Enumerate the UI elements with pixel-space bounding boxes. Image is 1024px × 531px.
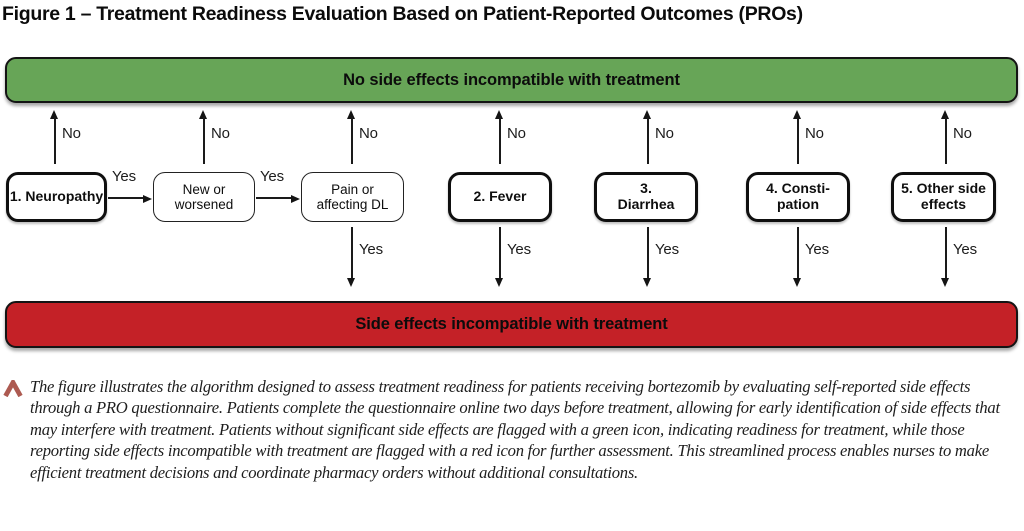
- flow-box-other-side-effects: 5. Other side effects: [891, 172, 996, 222]
- yes-arrow-neuropathy-to-new: Yes: [108, 168, 152, 203]
- outcome-bar-negative: Side effects incompatible with treatment: [5, 301, 1018, 348]
- no-arrow-fever: No: [495, 110, 526, 168]
- arrow-up-icon: [793, 110, 802, 119]
- no-label: No: [655, 125, 674, 142]
- arrow-down-icon: [347, 278, 356, 287]
- yes-label: Yes: [953, 241, 977, 258]
- arrow-up-icon: [643, 110, 652, 119]
- yes-label: Yes: [260, 168, 284, 185]
- no-arrow-constipation: No: [793, 110, 824, 168]
- no-arrow-other: No: [941, 110, 972, 168]
- yes-arrow-new-to-pain: Yes: [256, 168, 300, 203]
- figure-title: Figure 1 – Treatment Readiness Evaluatio…: [2, 3, 803, 25]
- no-label: No: [211, 125, 230, 142]
- yes-label: Yes: [805, 241, 829, 258]
- caption-text: The figure illustrates the algorithm des…: [30, 377, 1000, 482]
- arrow-down-icon: [495, 278, 504, 287]
- no-arrow-neuropathy: No: [50, 110, 81, 168]
- yes-label: Yes: [655, 241, 679, 258]
- arrow-down-icon: [643, 278, 652, 287]
- yes-arrow-other: Yes: [941, 227, 977, 287]
- flow-box-constipation: 4. Consti- pation: [746, 172, 850, 222]
- flow-box-neuropathy: 1. Neuropathy: [6, 172, 107, 222]
- arrow-up-icon: [941, 110, 950, 119]
- no-label: No: [953, 125, 972, 142]
- arrow-up-icon: [199, 110, 208, 119]
- yes-arrow-fever: Yes: [495, 227, 531, 287]
- no-label: No: [805, 125, 824, 142]
- flow-box-new-or-worsened: New or worsened: [153, 172, 255, 222]
- arrow-down-icon: [941, 278, 950, 287]
- yes-arrow-constipation: Yes: [793, 227, 829, 287]
- no-arrow-diarrhea: No: [643, 110, 674, 168]
- flow-box-fever: 2. Fever: [448, 172, 552, 222]
- no-label: No: [359, 125, 378, 142]
- caret-up-icon: [3, 380, 23, 397]
- yes-arrow-diarrhea: Yes: [643, 227, 679, 287]
- yes-label: Yes: [112, 168, 136, 185]
- yes-arrow-pain: Yes: [347, 227, 383, 287]
- arrow-right-icon: [291, 194, 300, 203]
- outcome-bar-positive-label: No side effects incompatible with treatm…: [343, 70, 680, 89]
- outcome-bar-negative-label: Side effects incompatible with treatment: [355, 315, 668, 333]
- arrow-down-icon: [793, 278, 802, 287]
- flow-box-diarrhea: 3. Diarrhea: [594, 172, 698, 222]
- figure-caption: The figure illustrates the algorithm des…: [3, 376, 1017, 483]
- flow-box-pain-affecting-dl: Pain or affecting DL: [301, 172, 404, 222]
- yes-label: Yes: [507, 241, 531, 258]
- no-arrow-pain: No: [347, 110, 378, 168]
- arrow-up-icon: [50, 110, 59, 119]
- yes-label: Yes: [359, 241, 383, 258]
- no-label: No: [507, 125, 526, 142]
- arrow-right-icon: [143, 194, 152, 203]
- no-arrow-new-or-worsened: No: [199, 110, 230, 168]
- outcome-bar-positive: No side effects incompatible with treatm…: [5, 57, 1018, 103]
- no-label: No: [62, 125, 81, 142]
- arrow-up-icon: [495, 110, 504, 119]
- arrow-up-icon: [347, 110, 356, 119]
